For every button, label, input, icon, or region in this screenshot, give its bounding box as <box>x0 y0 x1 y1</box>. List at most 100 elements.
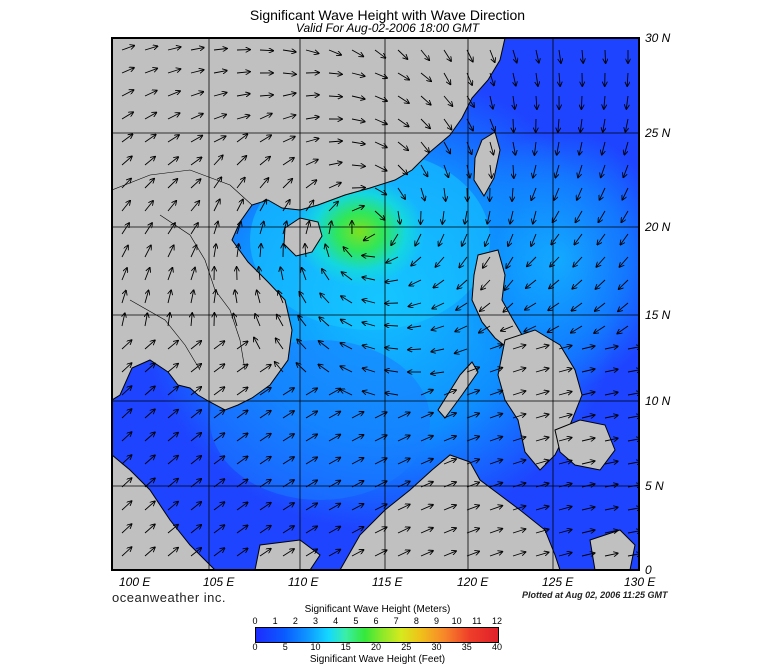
wave-direction-arrow <box>548 302 560 310</box>
wave-direction-arrow <box>433 279 445 288</box>
wave-direction-arrow <box>167 433 178 442</box>
wave-direction-arrow <box>362 256 376 258</box>
wave-direction-arrow <box>213 155 223 166</box>
colorbar-meters-tick: 1 <box>272 616 278 626</box>
wave-direction-arrow <box>167 223 175 235</box>
wave-direction-arrow <box>213 410 224 419</box>
wave-direction-arrow <box>236 115 250 120</box>
wave-direction-arrow <box>581 507 595 510</box>
wave-direction-arrow <box>328 504 340 511</box>
wave-direction-arrow <box>259 135 271 143</box>
wave-direction-arrow <box>121 112 133 120</box>
wave-direction-arrow <box>512 437 525 442</box>
lon-label-100e: 100 E <box>119 575 151 589</box>
colorbar-meters-tick: 11 <box>472 616 482 626</box>
wave-direction-arrow <box>374 550 387 557</box>
wave-direction-arrow <box>557 141 559 155</box>
wave-direction-arrow <box>213 136 226 143</box>
wave-direction-arrow <box>617 325 629 334</box>
wave-direction-arrow <box>551 233 560 245</box>
wave-direction-arrow <box>420 118 430 128</box>
wave-direction-arrow <box>259 526 271 534</box>
wave-direction-arrow <box>535 483 549 488</box>
wave-direction-arrow <box>581 369 595 372</box>
wave-direction-arrow <box>558 507 572 511</box>
wave-direction-arrow <box>213 71 227 73</box>
map-frame <box>111 37 640 571</box>
wave-direction-arrow <box>439 233 445 246</box>
wave-direction-arrow <box>535 437 549 442</box>
lat-label-0: 0 <box>645 563 652 577</box>
wave-direction-arrow <box>282 50 296 52</box>
wave-direction-arrow <box>489 141 493 155</box>
wave-direction-arrow <box>374 187 386 195</box>
wave-direction-arrow <box>597 233 606 245</box>
wave-direction-arrow <box>282 549 294 557</box>
colorbar <box>255 627 499 643</box>
wave-direction-arrow <box>408 326 422 328</box>
wave-direction-arrow <box>121 386 132 396</box>
colorbar-meters-tick: 7 <box>393 616 399 626</box>
wave-direction-arrow <box>121 409 132 419</box>
wave-direction-arrow <box>503 302 514 312</box>
wave-direction-arrow <box>190 48 204 50</box>
wave-direction-arrow <box>526 279 537 288</box>
wave-direction-arrow <box>167 268 172 281</box>
wave-direction-arrow <box>549 279 560 288</box>
wave-direction-arrow <box>489 49 495 62</box>
wave-direction-arrow <box>558 484 572 488</box>
wave-direction-arrow <box>190 502 201 511</box>
wave-direction-arrow <box>121 455 132 465</box>
wave-direction-arrow <box>489 72 494 85</box>
wave-direction-arrow <box>385 393 399 395</box>
wave-direction-arrow <box>328 389 340 396</box>
wave-direction-arrow <box>305 160 318 166</box>
colorbar-feet-tick: 0 <box>252 642 258 652</box>
wave-direction-arrow <box>620 256 629 267</box>
wave-direction-arrow <box>278 291 284 304</box>
wave-direction-arrow <box>305 503 317 511</box>
wave-direction-arrow <box>466 413 479 419</box>
wave-direction-arrow <box>420 436 433 442</box>
wave-direction-arrow <box>558 346 572 350</box>
wave-direction-arrow <box>374 141 387 147</box>
wave-direction-arrow <box>259 157 270 166</box>
wave-direction-arrow <box>282 73 296 74</box>
wave-direction-arrow <box>236 502 248 511</box>
wave-direction-arrow <box>626 95 628 109</box>
wave-direction-arrow <box>259 267 260 281</box>
wave-direction-arrow <box>190 70 204 73</box>
wave-direction-arrow <box>259 95 273 96</box>
wave-direction-arrow <box>443 72 450 84</box>
wave-direction-arrow <box>362 300 376 303</box>
wave-direction-arrow <box>213 502 224 511</box>
wave-direction-arrow <box>443 164 448 177</box>
wave-direction-arrow <box>282 457 294 465</box>
colorbar-meters-tick: 3 <box>312 616 318 626</box>
wave-direction-arrow <box>443 141 450 153</box>
wave-direction-arrow <box>374 118 387 124</box>
wave-direction-arrow <box>305 95 319 96</box>
wave-direction-arrow <box>374 49 385 58</box>
wave-direction-arrow <box>144 68 157 74</box>
wave-direction-arrow <box>505 279 514 290</box>
wave-direction-arrow <box>121 291 126 304</box>
wave-direction-arrow <box>213 387 224 396</box>
wave-direction-arrow <box>512 460 525 465</box>
mindanao-island <box>554 419 616 471</box>
wave-direction-arrow <box>144 223 152 235</box>
wave-direction-arrow <box>363 345 376 350</box>
wave-direction-arrow <box>213 222 218 235</box>
colorbar-meters-tick: 5 <box>353 616 359 626</box>
wave-direction-arrow <box>213 93 227 97</box>
colorbar-feet-title: Significant Wave Height (Feet) <box>309 654 446 665</box>
wave-direction-arrow <box>489 506 502 511</box>
wave-direction-arrow <box>351 73 365 76</box>
wave-direction-arrow <box>282 526 294 534</box>
wave-direction-arrow <box>548 325 560 332</box>
wave-direction-arrow <box>536 72 538 86</box>
wave-direction-arrow <box>236 525 248 534</box>
wave-direction-arrow <box>305 244 306 258</box>
wave-direction-arrow <box>236 410 248 419</box>
wave-direction-arrow <box>259 457 271 465</box>
